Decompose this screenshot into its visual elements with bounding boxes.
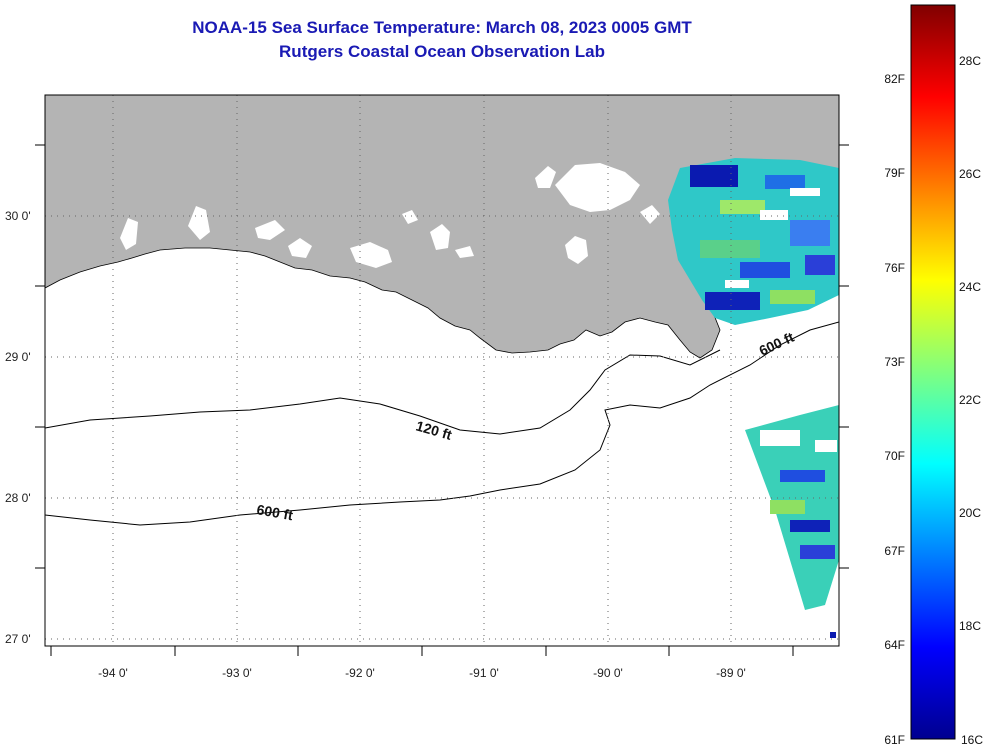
title-line-2: Rutgers Coastal Ocean Observation Lab (279, 42, 605, 61)
lat-label: 30 0' (5, 209, 31, 223)
lat-label: 29 0' (5, 350, 31, 364)
colorbar-label-c: 16C (961, 733, 983, 747)
colorbar-label-f: 67F (884, 544, 905, 558)
lon-label: -91 0' (469, 666, 499, 680)
colorbar-label-c: 22C (959, 393, 981, 407)
colorbar (910, 4, 956, 740)
isobath-lines (45, 321, 839, 526)
isobath-label-600ft-west: 600 ft (255, 501, 294, 523)
colorbar-label-f: 79F (884, 166, 905, 180)
lon-label: -92 0' (345, 666, 375, 680)
sst-swath-north (668, 158, 839, 325)
map-frame (44, 94, 840, 647)
colorbar-label-f: 64F (884, 638, 905, 652)
colorbar-celsius-labels: 28C 26C 24C 22C 20C 18C 16C (959, 54, 983, 747)
lon-label: -94 0' (98, 666, 128, 680)
title-line-1: NOAA-15 Sea Surface Temperature: March 0… (192, 18, 692, 37)
isobath-120ft (45, 349, 721, 435)
colorbar-label-c: 18C (959, 619, 981, 633)
colorbar-label-f: 76F (884, 261, 905, 275)
colorbar-label-f: 82F (884, 72, 905, 86)
lon-label: -89 0' (716, 666, 746, 680)
isobath-600ft (45, 321, 839, 526)
colorbar-label-f: 73F (884, 355, 905, 369)
axis-minor-ticks (35, 144, 849, 656)
sst-swath-south (745, 405, 839, 638)
latitude-labels: 30 0' 29 0' 28 0' 27 0' (5, 209, 31, 646)
colorbar-label-f: 70F (884, 449, 905, 463)
colorbar-label-c: 28C (959, 54, 981, 68)
colorbar-label-c: 26C (959, 167, 981, 181)
longitude-labels: -94 0' -93 0' -92 0' -91 0' -90 0' -89 0… (98, 666, 746, 680)
map-title: NOAA-15 Sea Surface Temperature: March 0… (45, 16, 839, 64)
colorbar-fahrenheit-labels: 82F 79F 76F 73F 70F 67F 64F 61F (884, 72, 905, 747)
lat-label: 28 0' (5, 491, 31, 505)
graticule (45, 95, 839, 646)
colorbar-label-c: 24C (959, 280, 981, 294)
lon-label: -93 0' (222, 666, 252, 680)
lat-label: 27 0' (5, 632, 31, 646)
colorbar-label-c: 20C (959, 506, 981, 520)
colorbar-label-f: 61F (884, 733, 905, 747)
lon-label: -90 0' (593, 666, 623, 680)
inland-water (120, 163, 660, 268)
